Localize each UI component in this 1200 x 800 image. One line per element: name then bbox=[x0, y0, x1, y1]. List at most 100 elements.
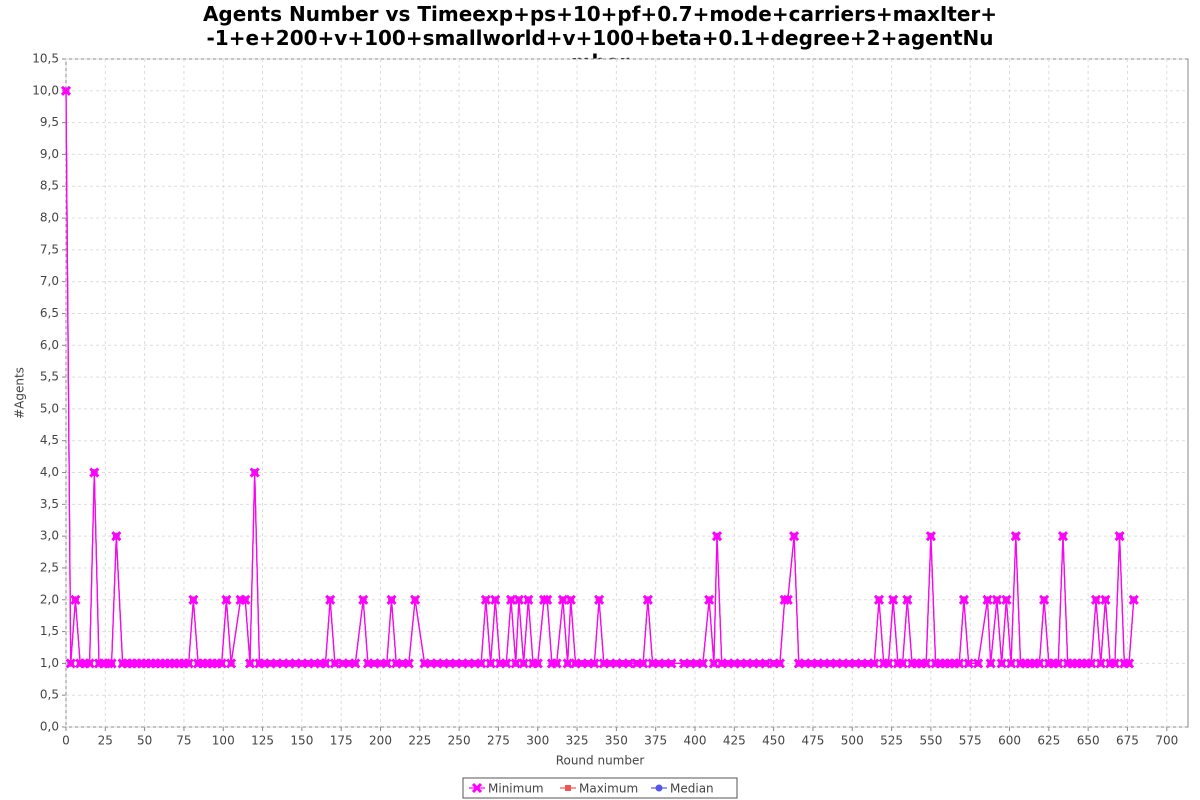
marker bbox=[1006, 658, 1017, 669]
marker bbox=[557, 594, 568, 605]
marker bbox=[1123, 658, 1135, 669]
marker bbox=[1039, 594, 1050, 605]
marker bbox=[562, 658, 573, 669]
marker bbox=[565, 594, 576, 605]
marker bbox=[532, 658, 543, 669]
marker bbox=[329, 658, 340, 669]
marker bbox=[216, 658, 227, 669]
marker bbox=[1100, 594, 1111, 605]
marker bbox=[954, 658, 965, 669]
x-tick-label: 550 bbox=[919, 734, 942, 748]
legend-label: Median bbox=[670, 782, 714, 796]
marker bbox=[782, 594, 793, 605]
y-tick-label: 7,0 bbox=[40, 274, 59, 288]
x-tick-label: 675 bbox=[1116, 734, 1139, 748]
y-tick-label: 0,0 bbox=[40, 720, 59, 734]
marker bbox=[89, 467, 100, 478]
marker bbox=[542, 594, 553, 605]
marker bbox=[410, 594, 421, 605]
x-tick-label: 525 bbox=[880, 734, 903, 748]
y-tick-label: 2,0 bbox=[40, 592, 59, 606]
marker bbox=[1109, 658, 1120, 669]
y-tick-label: 6,5 bbox=[40, 306, 59, 320]
legend-box bbox=[462, 777, 738, 799]
x-tick-label: 500 bbox=[841, 734, 864, 748]
marker bbox=[510, 658, 521, 669]
y-tick-label: 9,5 bbox=[40, 115, 59, 129]
series bbox=[60, 85, 1139, 669]
marker bbox=[760, 658, 771, 669]
x-tick-label: 125 bbox=[251, 734, 274, 748]
x-tick-label: 25 bbox=[98, 734, 113, 748]
marker bbox=[183, 658, 194, 669]
marker bbox=[1095, 658, 1106, 669]
legend-label: Maximum bbox=[579, 782, 638, 796]
x-tick-label: 475 bbox=[801, 734, 824, 748]
y-tick-label: 4,5 bbox=[40, 433, 59, 447]
marker bbox=[1053, 658, 1064, 669]
y-tick-label: 10,5 bbox=[32, 52, 59, 66]
y-tick-label: 8,5 bbox=[40, 179, 59, 193]
y-tick-label: 1,0 bbox=[40, 656, 59, 670]
marker bbox=[704, 594, 715, 605]
marker bbox=[1090, 594, 1102, 605]
marker bbox=[1001, 594, 1012, 605]
marker bbox=[60, 85, 72, 96]
x-tick-label: 150 bbox=[290, 734, 313, 748]
marker bbox=[565, 785, 571, 791]
marker bbox=[320, 658, 331, 669]
marker bbox=[869, 658, 880, 669]
x-axis-label: Round number bbox=[556, 754, 645, 768]
marker bbox=[480, 594, 491, 605]
x-tick-label: 300 bbox=[526, 734, 549, 748]
x-tick-label: 250 bbox=[448, 734, 471, 748]
marker bbox=[642, 594, 653, 605]
marker bbox=[1057, 531, 1069, 542]
marker bbox=[963, 658, 974, 669]
x-tick-label: 225 bbox=[408, 734, 431, 748]
marker bbox=[623, 658, 635, 669]
x-tick-label: 625 bbox=[1037, 734, 1060, 748]
marker bbox=[350, 658, 361, 669]
x-tick-label: 75 bbox=[176, 734, 191, 748]
marker bbox=[106, 658, 117, 669]
marker bbox=[996, 658, 1007, 669]
x-tick-label: 400 bbox=[684, 734, 707, 748]
y-tick-label: 3,5 bbox=[40, 497, 59, 511]
marker bbox=[471, 782, 483, 794]
marker bbox=[902, 594, 913, 605]
x-tick-label: 175 bbox=[330, 734, 353, 748]
marker bbox=[982, 594, 993, 605]
x-tick-label: 375 bbox=[644, 734, 667, 748]
marker bbox=[381, 658, 392, 669]
y-tick-label: 3,0 bbox=[40, 529, 59, 543]
y-tick-label: 2,5 bbox=[40, 560, 59, 574]
x-tick-label: 600 bbox=[998, 734, 1021, 748]
marker bbox=[779, 594, 790, 605]
x-tick-label: 450 bbox=[762, 734, 785, 748]
marker bbox=[655, 784, 663, 792]
marker bbox=[697, 658, 708, 669]
x-tick-label: 650 bbox=[1077, 734, 1100, 748]
marker bbox=[985, 658, 996, 669]
marker bbox=[244, 658, 256, 669]
marker bbox=[888, 594, 899, 605]
marker bbox=[538, 594, 550, 605]
y-tick-label: 8,0 bbox=[40, 211, 59, 225]
marker bbox=[65, 658, 76, 669]
marker bbox=[501, 658, 512, 669]
marker bbox=[1128, 594, 1139, 605]
plot-area bbox=[65, 58, 1189, 728]
y-tick-label: 7,5 bbox=[40, 242, 59, 256]
marker bbox=[226, 658, 237, 669]
marker bbox=[325, 594, 336, 605]
x-tick-label: 200 bbox=[369, 734, 392, 748]
marker bbox=[708, 658, 719, 669]
y-tick-label: 0,5 bbox=[40, 688, 59, 702]
x-tick-label: 0 bbox=[62, 734, 70, 748]
marker bbox=[1114, 531, 1125, 542]
legend-label: Minimum bbox=[488, 782, 544, 796]
marker bbox=[991, 594, 1003, 605]
marker bbox=[485, 658, 496, 669]
